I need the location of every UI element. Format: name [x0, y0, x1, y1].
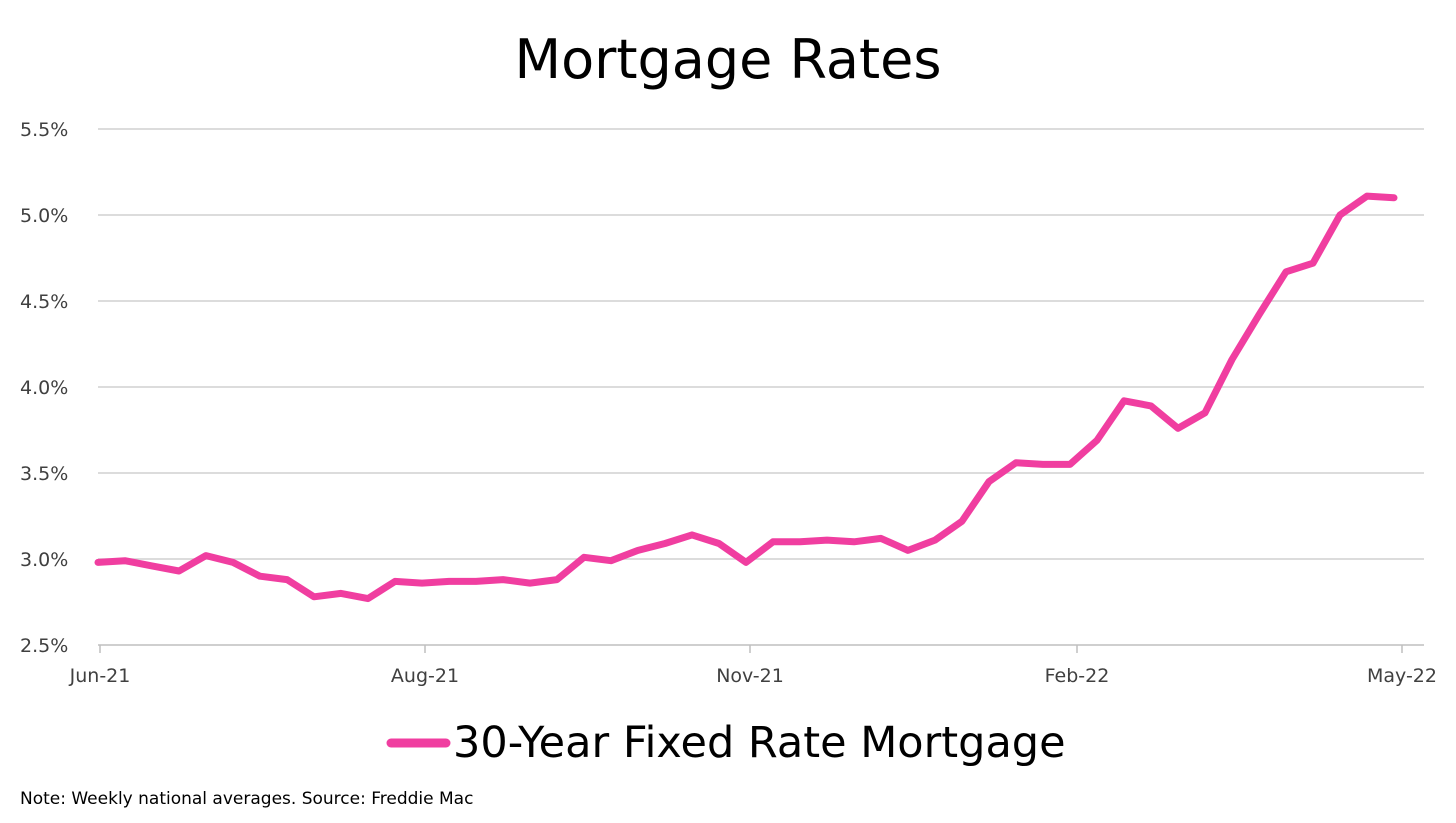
y-tick-label: 4.5% — [20, 291, 68, 313]
x-tick-label: May-22 — [1367, 665, 1437, 687]
y-tick-label: 2.5% — [20, 635, 68, 657]
y-tick-label: 5.5% — [20, 119, 68, 141]
x-axis-tick-labels: Jun-21 Aug-21 Nov-21 Feb-22 May-22 — [69, 645, 1437, 687]
series-line — [94, 192, 1398, 603]
chart-title: Mortgage Rates — [515, 28, 942, 91]
legend-label: 30-Year Fixed Rate Mortgage — [453, 718, 1066, 768]
y-tick-label: 3.0% — [20, 549, 68, 571]
data-series — [94, 192, 1398, 603]
x-tick-label: Nov-21 — [716, 665, 784, 687]
gridlines — [98, 128, 1424, 646]
legend: 30-Year Fixed Rate Mortgage — [386, 718, 1066, 768]
x-tick-label: Aug-21 — [391, 665, 459, 687]
x-tick-label: Feb-22 — [1045, 665, 1110, 687]
source-note: Note: Weekly national averages. Source: … — [20, 789, 473, 809]
y-tick-label: 3.5% — [20, 463, 68, 485]
y-tick-label: 5.0% — [20, 205, 68, 227]
y-tick-label: 4.0% — [20, 377, 68, 399]
x-tick-label: Jun-21 — [69, 665, 131, 687]
y-axis-tick-labels: 2.5% 3.0% 3.5% 4.0% 4.5% 5.0% 5.5% — [20, 119, 68, 657]
